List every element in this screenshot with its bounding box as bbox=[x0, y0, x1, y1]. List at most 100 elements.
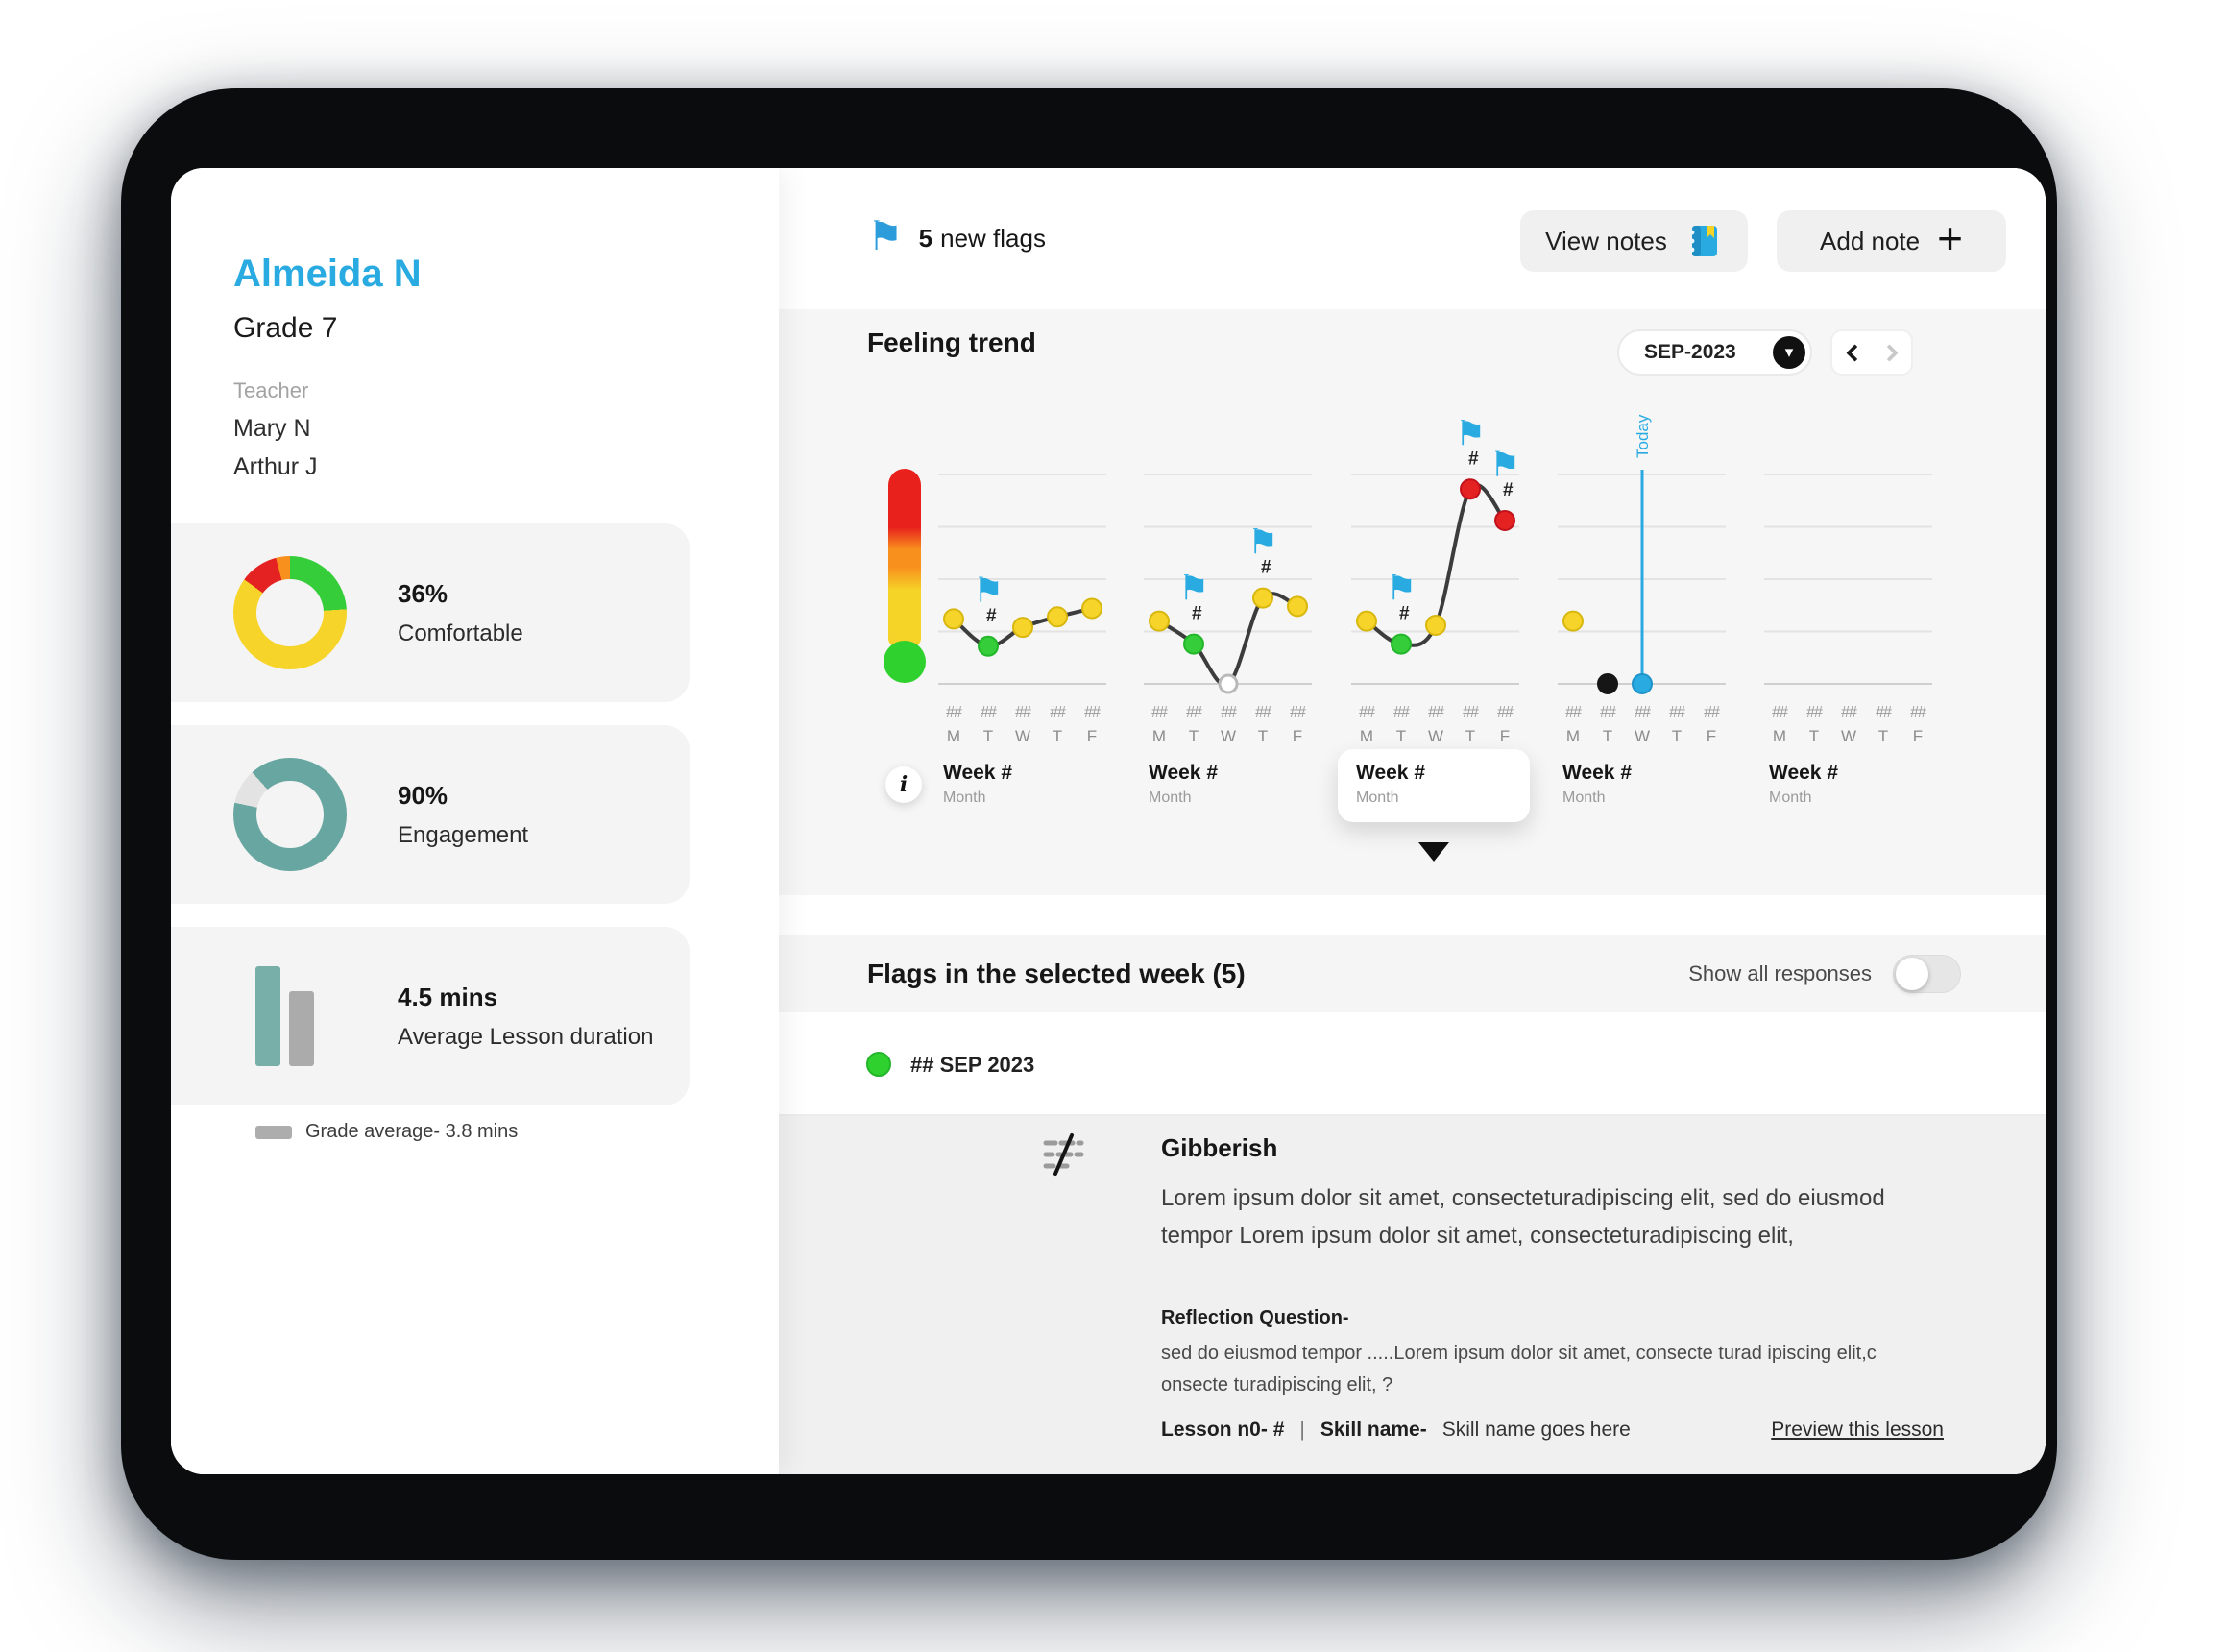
flag-marker-icon[interactable]: ⚑ bbox=[1247, 523, 1278, 563]
week-label-2[interactable]: Week # Month bbox=[1149, 762, 1218, 807]
chevron-down-icon: ▾ bbox=[1773, 336, 1805, 369]
flag-marker-icon[interactable]: ⚑ bbox=[1178, 570, 1209, 609]
feeling-dot-yellow[interactable] bbox=[1287, 595, 1308, 618]
day-value: ## bbox=[1772, 704, 1788, 720]
feeling-dot-yellow[interactable] bbox=[1425, 614, 1446, 636]
day-value: ## bbox=[1463, 704, 1479, 720]
day-values-row: ## ## ## ## ## bbox=[936, 704, 1109, 721]
day-letter: M bbox=[946, 727, 961, 745]
week-label-text: Week # bbox=[943, 762, 1012, 784]
day-letter: M bbox=[1151, 727, 1167, 745]
day-letter: F bbox=[1706, 727, 1717, 745]
flag-body-text: Lorem ipsum dolor sit amet, consectetura… bbox=[1161, 1185, 1885, 1249]
preview-lesson-link[interactable]: Preview this lesson bbox=[1771, 1419, 1944, 1441]
flag-hash-label: # bbox=[1261, 558, 1271, 578]
day-value: ## bbox=[1704, 704, 1720, 720]
feeling-dot-blue[interactable] bbox=[1632, 673, 1653, 694]
day-letter: M bbox=[1772, 727, 1787, 745]
day-letter: W bbox=[1427, 727, 1444, 745]
week-label-text: Week # bbox=[1562, 762, 1632, 784]
week-label-text: Week # bbox=[1769, 762, 1838, 784]
new-flags-text: 5 new flags bbox=[919, 224, 1046, 254]
new-flags-indicator: ⚑ 5 new flags bbox=[867, 168, 1046, 309]
view-notes-button[interactable]: View notes bbox=[1520, 210, 1748, 272]
feeling-dot-black[interactable] bbox=[1597, 673, 1618, 694]
day-value: ## bbox=[1221, 704, 1237, 720]
day-value: ## bbox=[981, 704, 997, 720]
info-icon[interactable]: i bbox=[885, 766, 922, 803]
day-letter: W bbox=[1634, 727, 1651, 745]
feeling-dot-green[interactable] bbox=[1183, 633, 1204, 655]
prev-month-button[interactable] bbox=[1832, 331, 1872, 374]
day-letter: W bbox=[1014, 727, 1031, 745]
notebook-icon bbox=[1689, 226, 1717, 256]
week-label-5[interactable]: Week # Month bbox=[1769, 762, 1838, 807]
day-value: ## bbox=[1806, 704, 1823, 720]
add-note-button[interactable]: Add note + bbox=[1777, 210, 2006, 272]
flag-icon: ⚑ bbox=[867, 212, 904, 258]
day-values-row: ## ## ## ## ## bbox=[1349, 704, 1522, 721]
feeling-dot-red[interactable] bbox=[1494, 509, 1515, 531]
engagement-stat-card: 90% Engagement bbox=[171, 725, 690, 904]
day-value: ## bbox=[946, 704, 962, 720]
day-letter: T bbox=[982, 727, 994, 745]
flag-date-label: ## SEP 2023 bbox=[910, 1053, 1035, 1077]
feeling-dot-yellow[interactable] bbox=[1252, 587, 1273, 609]
next-month-button[interactable] bbox=[1872, 331, 1911, 374]
separator: | bbox=[1299, 1419, 1305, 1441]
week-label-text: Week # bbox=[1149, 762, 1218, 784]
feeling-dot-hollow[interactable] bbox=[1218, 673, 1239, 694]
week-month-text: Month bbox=[1149, 790, 1192, 806]
grade-average-swatch bbox=[255, 1125, 292, 1139]
show-all-responses-label: Show all responses bbox=[1688, 961, 1872, 985]
comfortable-label: Comfortable bbox=[398, 620, 523, 646]
feeling-dot-green[interactable] bbox=[978, 635, 999, 657]
week-label-1[interactable]: Week # Month bbox=[943, 762, 1012, 807]
show-all-responses-toggle[interactable] bbox=[1893, 955, 1961, 993]
week-label-3[interactable]: Week # Month bbox=[1356, 762, 1425, 807]
day-value: ## bbox=[1084, 704, 1101, 720]
student-grade: Grade 7 bbox=[233, 312, 338, 344]
week-panel-2: ⚑ # ⚑ # ## ## ## ## ## M T W T F Week # Month bbox=[1144, 408, 1312, 869]
add-note-label: Add note bbox=[1820, 226, 1921, 255]
teacher-label: Teacher bbox=[233, 378, 309, 402]
feeling-dot-red[interactable] bbox=[1460, 478, 1481, 500]
view-notes-label: View notes bbox=[1545, 226, 1667, 255]
day-letter: F bbox=[1292, 727, 1303, 745]
feeling-dot-yellow[interactable] bbox=[1149, 610, 1170, 632]
grade-average-bar bbox=[289, 991, 314, 1066]
lesson-duration-label: Average Lesson duration bbox=[398, 1023, 654, 1050]
today-label: Today bbox=[1634, 414, 1652, 458]
day-value: ## bbox=[1186, 704, 1202, 720]
app-screen: Almeida N Grade 7 Teacher Mary N Arthur … bbox=[171, 168, 2046, 1474]
week-label-4[interactable]: Week # Month bbox=[1562, 762, 1632, 807]
feeling-dot-yellow[interactable] bbox=[1562, 610, 1584, 632]
feeling-dot-yellow[interactable] bbox=[1012, 617, 1033, 639]
month-dropdown[interactable]: SEP-2023 ▾ bbox=[1617, 329, 1812, 376]
thermometer-bulb-icon bbox=[884, 641, 926, 683]
main-panel: ⚑ 5 new flags View notes bbox=[779, 168, 2046, 1474]
flags-week-bar: Flags in the selected week (5) Show all … bbox=[779, 935, 2046, 1012]
flag-hash-label: # bbox=[1192, 604, 1202, 624]
feeling-dot-yellow[interactable] bbox=[943, 608, 964, 630]
day-letter: T bbox=[1877, 727, 1889, 745]
flag-marker-icon[interactable]: ⚑ bbox=[1455, 414, 1486, 453]
day-value: ## bbox=[1359, 704, 1375, 720]
feeling-dot-yellow[interactable] bbox=[1081, 597, 1102, 620]
flag-marker-icon[interactable]: ⚑ bbox=[1386, 570, 1417, 609]
week-chart-3: ⚑#⚑# ⚑# bbox=[1351, 414, 1520, 685]
new-flags-count: 5 bbox=[918, 224, 933, 253]
flag-hash-label: # bbox=[1399, 604, 1410, 624]
flag-marker-icon[interactable]: ⚑ bbox=[973, 571, 1004, 611]
flag-marker-icon[interactable]: ⚑ bbox=[1489, 446, 1520, 485]
feeling-dot-yellow[interactable] bbox=[1356, 610, 1377, 632]
feeling-dot-yellow[interactable] bbox=[1047, 606, 1068, 628]
day-letter: T bbox=[1257, 727, 1269, 745]
day-values-row: ## ## ## ## ## bbox=[1142, 704, 1315, 721]
week-label-text: Week # bbox=[1356, 762, 1425, 784]
feeling-dot-green[interactable] bbox=[1391, 633, 1412, 655]
